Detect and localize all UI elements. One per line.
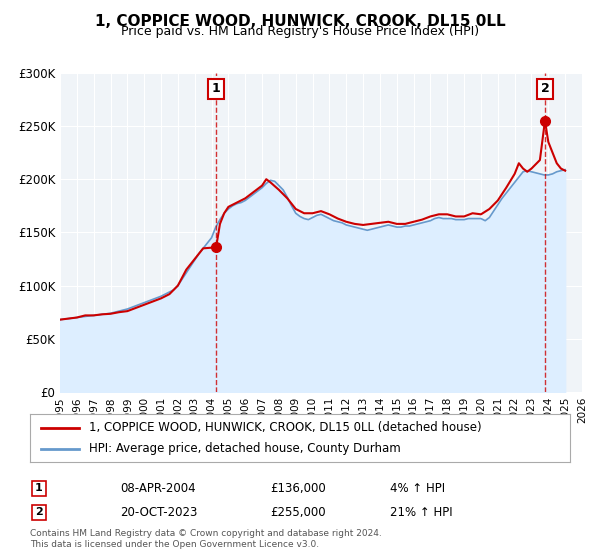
Text: 1, COPPICE WOOD, HUNWICK, CROOK, DL15 0LL (detached house): 1, COPPICE WOOD, HUNWICK, CROOK, DL15 0L… (89, 421, 482, 434)
Text: 1: 1 (35, 483, 43, 493)
Text: 1: 1 (212, 82, 220, 95)
Text: 1, COPPICE WOOD, HUNWICK, CROOK, DL15 0LL: 1, COPPICE WOOD, HUNWICK, CROOK, DL15 0L… (95, 14, 505, 29)
Text: 21% ↑ HPI: 21% ↑ HPI (390, 506, 452, 519)
Text: 20-OCT-2023: 20-OCT-2023 (120, 506, 197, 519)
Text: 08-APR-2004: 08-APR-2004 (120, 482, 196, 495)
Text: Price paid vs. HM Land Registry's House Price Index (HPI): Price paid vs. HM Land Registry's House … (121, 25, 479, 38)
Text: Contains HM Land Registry data © Crown copyright and database right 2024.
This d: Contains HM Land Registry data © Crown c… (30, 529, 382, 549)
Text: 4% ↑ HPI: 4% ↑ HPI (390, 482, 445, 495)
Text: 2: 2 (35, 507, 43, 517)
Text: HPI: Average price, detached house, County Durham: HPI: Average price, detached house, Coun… (89, 442, 401, 455)
Text: £136,000: £136,000 (270, 482, 326, 495)
Text: 2: 2 (541, 82, 550, 95)
Text: £255,000: £255,000 (270, 506, 326, 519)
